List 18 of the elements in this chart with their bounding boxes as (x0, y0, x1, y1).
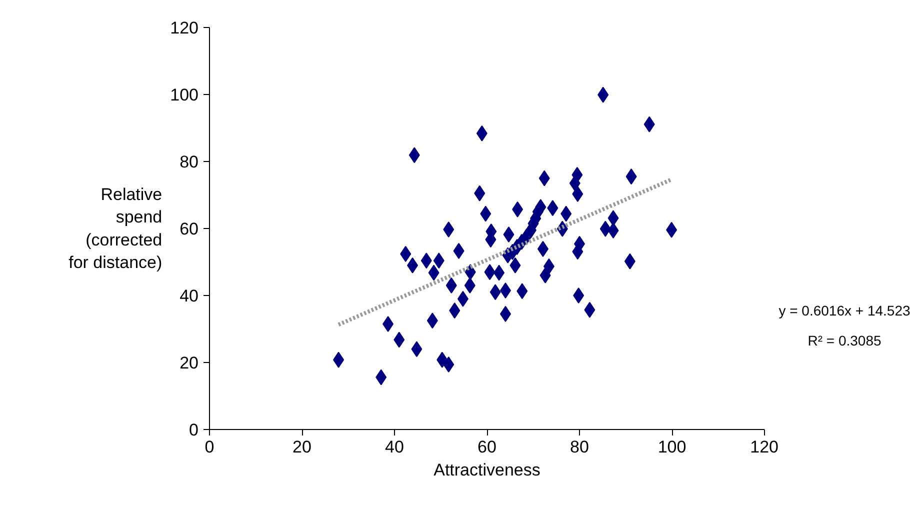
x-tick-label: 40 (385, 438, 404, 456)
y-tick-label: 20 (180, 354, 199, 372)
y-tick-label: 40 (180, 286, 199, 306)
x-tick-label: 0 (204, 438, 214, 456)
y-tick-label: 80 (180, 152, 199, 172)
x-tick-label: 20 (292, 438, 312, 456)
x-tick-label: 60 (478, 438, 496, 456)
text: y = 0.6016x + 14.523 (778, 302, 910, 319)
x-tick-label: 80 (570, 438, 589, 456)
x-tick-label: 100 (658, 438, 686, 456)
x-axis-title: Attractiveness (434, 460, 540, 480)
y-tick-label: 0 (189, 420, 199, 440)
y-tick-label: 100 (170, 86, 199, 104)
text: R² = 0.3085 (808, 332, 882, 348)
y-axis-title: Relative spend (corrected for distance) (68, 184, 162, 272)
x-tick-label: 120 (750, 438, 779, 456)
y-tick-label: 120 (170, 18, 199, 38)
y-tick-label: 60 (180, 220, 199, 238)
